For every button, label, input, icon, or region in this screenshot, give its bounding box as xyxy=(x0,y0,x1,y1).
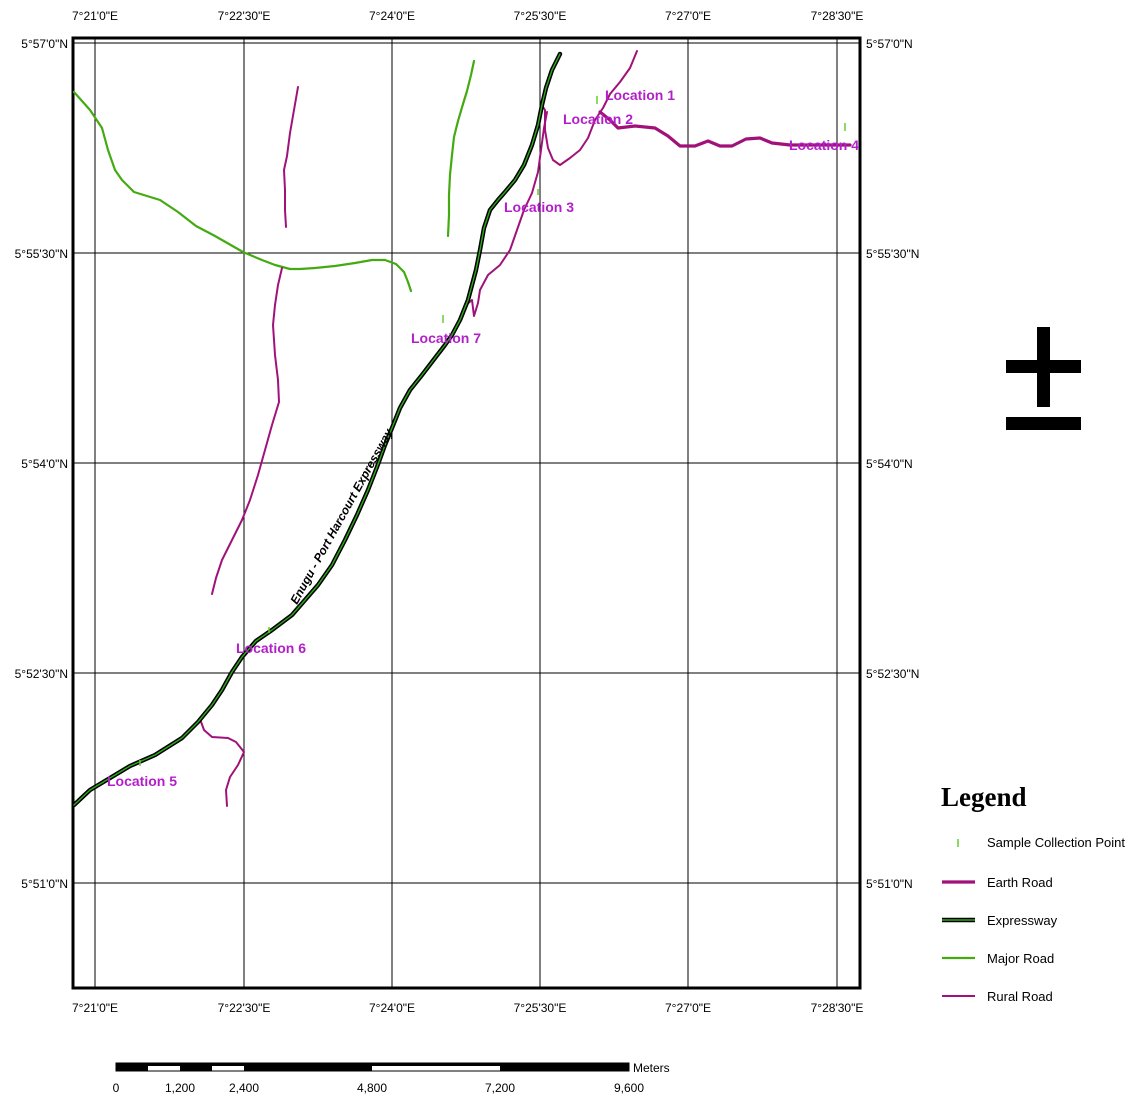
rural-road-northeast xyxy=(540,50,638,166)
legend-title: Legend xyxy=(941,782,1027,812)
rural-road-south xyxy=(199,718,245,807)
rural-road-north xyxy=(283,86,299,228)
legend-item-rural-road: Rural Road xyxy=(987,989,1053,1004)
top-lon-tick: 7°22'30"E xyxy=(218,9,271,23)
location-label-6: Location 6 xyxy=(236,640,306,656)
location-label-4: Location 4 xyxy=(789,137,859,153)
bottom-lon-tick: 7°24'0"E xyxy=(369,1001,415,1015)
scale-segment-hatch xyxy=(372,1063,500,1066)
bottom-lon-tick: 7°27'0"E xyxy=(665,1001,711,1015)
right-lat-tick: 5°55'30"N xyxy=(866,247,919,261)
legend-item-earth-road: Earth Road xyxy=(987,875,1053,890)
bottom-lon-tick: 7°22'30"E xyxy=(218,1001,271,1015)
right-lat-tick: 5°51'0"N xyxy=(866,877,913,891)
sample-points xyxy=(139,96,846,766)
scale-bar: Meters 0 1,200 2,400 4,800 7,200 9,600 xyxy=(113,1061,670,1095)
top-lon-ticks: 7°21'0"E 7°22'30"E 7°24'0"E 7°25'30"E 7°… xyxy=(72,9,863,23)
top-lon-tick: 7°27'0"E xyxy=(665,9,711,23)
bottom-lon-ticks: 7°21'0"E 7°22'30"E 7°24'0"E 7°25'30"E 7°… xyxy=(72,1001,863,1015)
top-lon-tick: 7°28'30"E xyxy=(811,9,864,23)
legend-item-expressway: Expressway xyxy=(987,913,1058,928)
legend-item-sample-point: Sample Collection Point xyxy=(987,835,1125,850)
scale-label: 4,800 xyxy=(357,1081,387,1095)
location-labels: Location 1 Location 2 Location 3 Locatio… xyxy=(107,87,859,789)
graticule xyxy=(73,38,860,988)
expressway-label: Enugu - Port Harcourt Expressway xyxy=(287,425,396,606)
scale-segment-hatch xyxy=(212,1063,244,1066)
location-label-1: Location 1 xyxy=(605,87,675,103)
bottom-lon-tick: 7°21'0"E xyxy=(72,1001,118,1015)
location-label-5: Location 5 xyxy=(107,773,177,789)
bottom-lon-tick: 7°28'30"E xyxy=(811,1001,864,1015)
scale-label: 9,600 xyxy=(614,1081,644,1095)
location-label-7: Location 7 xyxy=(411,330,481,346)
major-roads xyxy=(72,59,476,293)
scale-segment-hatch xyxy=(148,1063,180,1066)
top-lon-tick: 7°25'30"E xyxy=(514,9,567,23)
legend: Legend Sample Collection Point Earth Roa… xyxy=(941,782,1125,1004)
scale-unit: Meters xyxy=(633,1061,670,1075)
expressway-edge xyxy=(71,51,563,808)
earth-roads xyxy=(598,110,852,148)
location-label-3: Location 3 xyxy=(504,199,574,215)
plus-minus-north-arrow-icon xyxy=(1006,327,1081,430)
left-lat-tick: 5°55'30"N xyxy=(15,247,68,261)
right-lat-tick: 5°57'0"N xyxy=(866,37,913,51)
right-lat-tick: 5°52'30"N xyxy=(866,667,919,681)
scale-segment xyxy=(116,1063,148,1071)
scale-label: 2,400 xyxy=(229,1081,259,1095)
location-label-2: Location 2 xyxy=(563,111,633,127)
expressway xyxy=(71,51,563,808)
top-lon-tick: 7°21'0"E xyxy=(72,9,118,23)
earth-road-east xyxy=(598,110,852,148)
rural-roads xyxy=(199,50,638,807)
scale-label: 7,200 xyxy=(485,1081,515,1095)
scale-label: 1,200 xyxy=(165,1081,195,1095)
legend-item-major-road: Major Road xyxy=(987,951,1054,966)
bottom-lon-tick: 7°25'30"E xyxy=(514,1001,567,1015)
scale-segment xyxy=(180,1063,212,1071)
left-lat-tick: 5°51'0"N xyxy=(21,877,68,891)
left-lat-ticks: 5°57'0"N 5°55'30"N 5°54'0"N 5°52'30"N 5°… xyxy=(15,37,68,891)
top-lon-tick: 7°24'0"E xyxy=(369,9,415,23)
right-lat-tick: 5°54'0"N xyxy=(866,457,913,471)
scale-label: 0 xyxy=(113,1081,120,1095)
major-road-north xyxy=(446,59,476,238)
left-lat-tick: 5°57'0"N xyxy=(21,37,68,51)
left-lat-tick: 5°54'0"N xyxy=(21,457,68,471)
rural-road-central xyxy=(211,267,283,595)
major-road-west xyxy=(72,90,413,293)
map-frame xyxy=(71,36,862,990)
scale-segment xyxy=(244,1063,372,1071)
expressway-center xyxy=(73,53,561,806)
scale-segment xyxy=(500,1063,629,1071)
right-lat-ticks: 5°57'0"N 5°55'30"N 5°54'0"N 5°52'30"N 5°… xyxy=(866,37,919,891)
left-lat-tick: 5°52'30"N xyxy=(15,667,68,681)
rural-road-location3 xyxy=(459,111,548,321)
